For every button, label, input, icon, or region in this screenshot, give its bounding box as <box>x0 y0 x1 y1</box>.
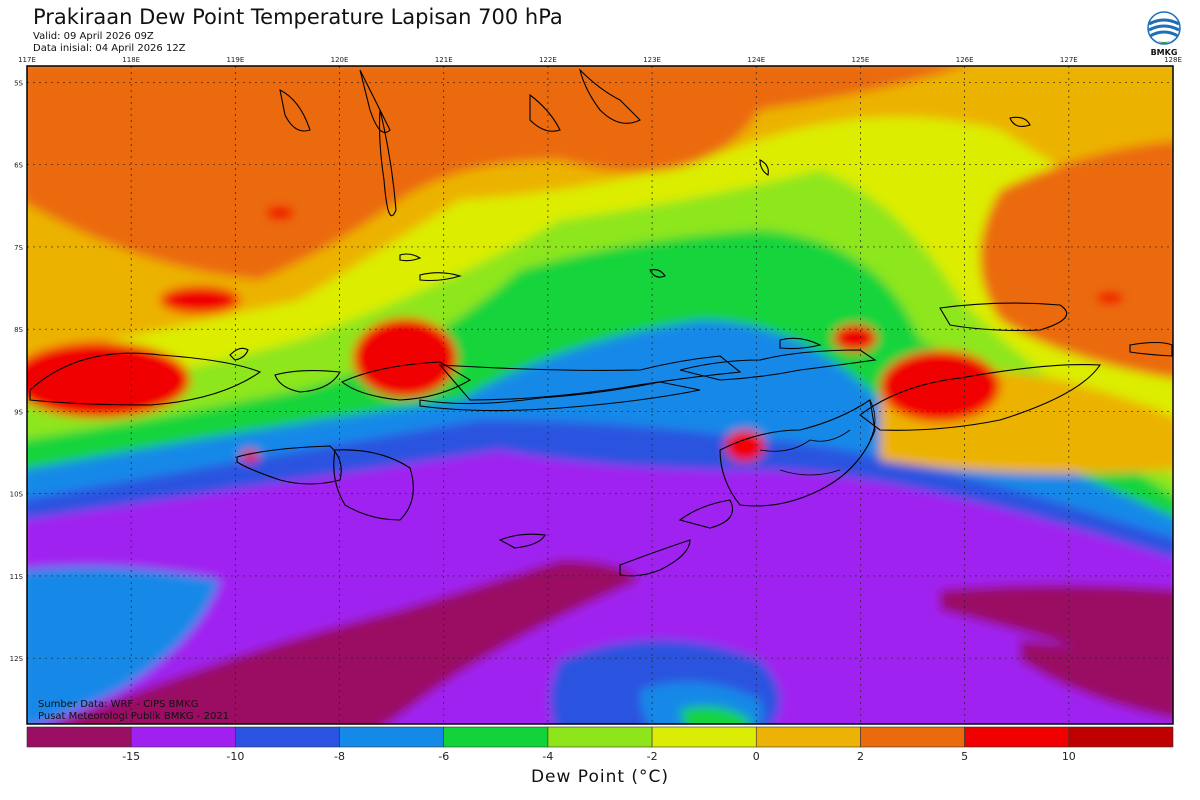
lon-tick-label: 121E <box>435 56 453 64</box>
map-title: Prakiraan Dew Point Temperature Lapisan … <box>33 5 563 29</box>
lon-tick-label: 127E <box>1060 56 1078 64</box>
colorbar-tick-label: -2 <box>647 750 658 763</box>
colorbar-swatch <box>860 726 965 748</box>
credit-publisher: Pusat Meteorologi Publik BMKG - 2021 <box>38 711 229 722</box>
lon-tick-label: 124E <box>747 56 765 64</box>
colorbar-tick-label: 5 <box>961 750 968 763</box>
lon-tick-label: 128E <box>1164 56 1182 64</box>
colorbar-swatch <box>339 726 445 748</box>
lon-tick-label: 122E <box>539 56 557 64</box>
lat-tick-label: 7S <box>14 244 23 252</box>
bmkg-logo-icon: BMKG <box>1147 11 1181 57</box>
colorbar-swatch <box>755 726 861 748</box>
dew-point-field <box>27 66 1173 724</box>
colorbar-swatch <box>26 726 132 748</box>
lat-tick-label: 12S <box>10 655 24 663</box>
colorbar-swatch <box>443 726 549 748</box>
colorbar-tick-label: -15 <box>122 750 140 763</box>
lat-tick-label: 6S <box>14 162 23 170</box>
colorbar-tick-label: 2 <box>857 750 864 763</box>
colorbar-swatch <box>547 726 653 748</box>
initial-data-time: Data inisial: 04 April 2026 12Z <box>33 43 186 54</box>
colorbar-tick-label: -6 <box>438 750 449 763</box>
colorbar-swatch <box>130 726 236 748</box>
logo-text: BMKG <box>1151 48 1178 57</box>
colorbar-swatch <box>1068 726 1174 748</box>
coastlines <box>29 68 1173 577</box>
lat-tick-label: 9S <box>14 408 23 416</box>
lon-tick-label: 123E <box>643 56 661 64</box>
gridlines <box>27 66 1173 724</box>
colorbar-title: Dew Point (°C) <box>530 767 670 787</box>
lat-tick-label: 8S <box>14 326 23 334</box>
borders <box>759 399 876 476</box>
map-frame <box>26 65 1174 725</box>
valid-time: Valid: 09 April 2026 09Z <box>33 31 154 42</box>
colorbar-swatch <box>651 726 757 748</box>
colorbar-tick-label: -10 <box>226 750 244 763</box>
colorbar-tick-label: 0 <box>753 750 760 763</box>
lon-tick-label: 117E <box>18 56 36 64</box>
lat-tick-label: 10S <box>10 491 24 499</box>
colorbar-swatch <box>964 726 1070 748</box>
credit-source: Sumber Data: WRF - CIPS BMKG <box>38 699 198 710</box>
colorbar-tick-label: -8 <box>334 750 345 763</box>
colorbar-tick-label: -4 <box>542 750 553 763</box>
lon-tick-label: 126E <box>956 56 974 64</box>
latitude-ticks: 5S 6S 7S 8S 9S 10S 11S 12S <box>10 79 24 663</box>
colorbar-tick-label: 10 <box>1062 750 1076 763</box>
lon-tick-label: 118E <box>122 56 140 64</box>
lon-tick-label: 125E <box>852 56 870 64</box>
lon-tick-label: 119E <box>226 56 244 64</box>
longitude-ticks: 117E 118E 119E 120E 121E 122E 123E 124E 125E 126E… <box>18 56 1182 64</box>
colorbar-swatch <box>235 726 340 748</box>
lon-tick-label: 120E <box>331 56 349 64</box>
lat-tick-label: 11S <box>10 573 24 581</box>
lat-tick-label: 5S <box>14 79 23 87</box>
